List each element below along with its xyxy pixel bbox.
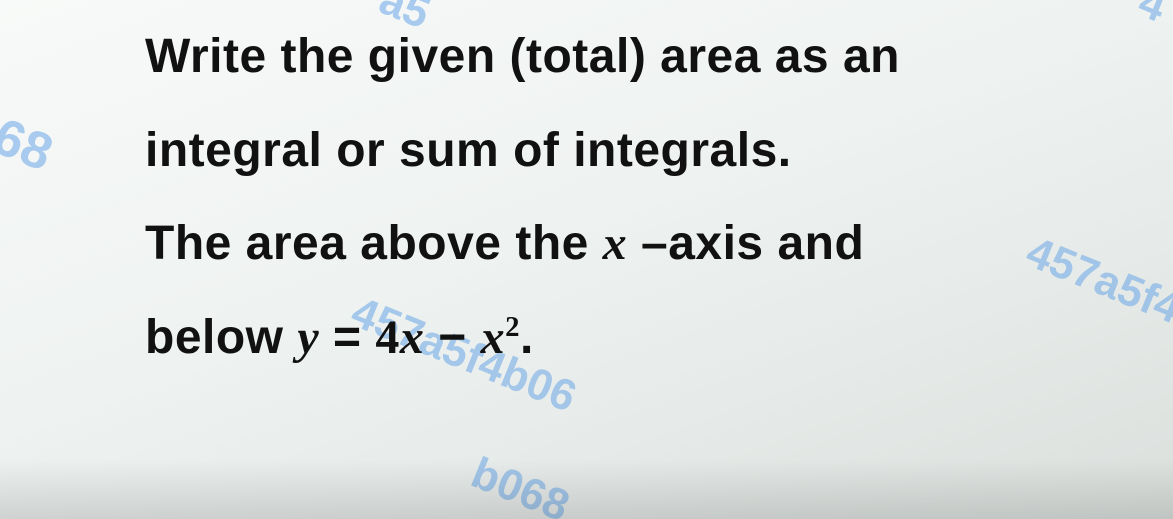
line4-x2: x [481, 311, 506, 364]
line4-y: y [297, 311, 319, 364]
watermark-left: 68 [0, 106, 61, 183]
line4-prefix: below [145, 311, 297, 364]
line4-eq: = [319, 311, 375, 364]
line4-period: . [520, 311, 534, 364]
bottom-shadow [0, 459, 1173, 519]
problem-line-4: below y = 4x − x2. [145, 291, 1113, 385]
problem-line-3: The area above the x –axis and [145, 197, 1113, 291]
line3-suffix: axis and [668, 217, 864, 270]
line4-4: 4 [375, 311, 400, 364]
problem-line-1: Write the given (total) area as an [145, 10, 1113, 104]
line3-prefix: The area above the [145, 217, 603, 270]
line4-x1: x [400, 311, 425, 364]
line3-dash: – [627, 217, 668, 270]
problem-text: Write the given (total) area as an integ… [145, 10, 1113, 384]
watermark-top-right: 4 [1132, 0, 1173, 33]
line4-sup: 2 [505, 311, 520, 343]
line3-var-x: x [603, 217, 628, 270]
problem-line-2: integral or sum of integrals. [145, 104, 1113, 198]
line4-minus: − [424, 311, 480, 364]
